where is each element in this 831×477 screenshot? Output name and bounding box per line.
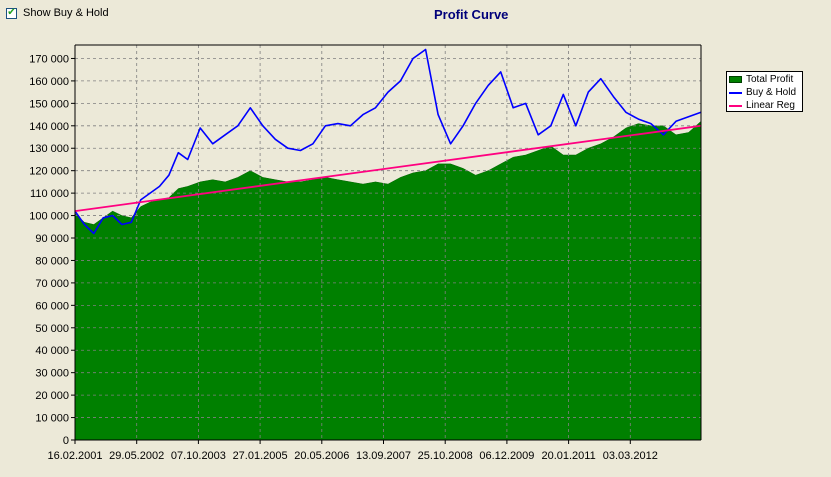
x-tick-label: 20.01.2011 xyxy=(541,450,595,462)
y-tick-label: 10 000 xyxy=(35,413,69,425)
y-tick-label: 80 000 xyxy=(35,255,69,267)
x-tick-label: 16.02.2001 xyxy=(47,450,102,462)
legend-swatch-buy-hold xyxy=(729,91,742,94)
x-tick-label: 20.05.2006 xyxy=(294,450,349,462)
y-tick-label: 160 000 xyxy=(29,76,69,88)
series-linear-reg-line xyxy=(74,124,702,212)
y-tick-label: 130 000 xyxy=(29,143,69,155)
x-tick-label: 07.10.2003 xyxy=(171,450,226,462)
x-tick-label: 03.03.2012 xyxy=(603,450,658,462)
y-tick-label: 30 000 xyxy=(35,368,69,380)
y-tick-label: 170 000 xyxy=(29,53,69,65)
chart-title: Profit Curve xyxy=(434,7,509,22)
y-tick-label: 150 000 xyxy=(29,98,69,110)
y-tick-label: 140 000 xyxy=(29,121,69,133)
show-buy-hold-checkbox[interactable]: ✔ xyxy=(6,7,17,19)
show-buy-hold-toggle[interactable]: ✔ Show Buy & Hold xyxy=(6,7,109,19)
legend-item-linear-reg: Linear Reg xyxy=(729,99,800,112)
x-tick-label: 13.09.2007 xyxy=(356,450,411,462)
x-tick-label: 27.01.2005 xyxy=(233,450,288,462)
x-tick-label: 29.05.2002 xyxy=(109,450,164,462)
y-tick-label: 0 xyxy=(63,435,69,447)
x-tick-label: 06.12.2009 xyxy=(479,450,534,462)
y-tick-label: 70 000 xyxy=(35,278,69,290)
x-tick-label: 25.10.2008 xyxy=(418,450,473,462)
legend-label-buy-hold: Buy & Hold xyxy=(746,87,797,98)
y-tick-label: 20 000 xyxy=(35,390,69,402)
legend-label-total-profit: Total Profit xyxy=(746,74,794,85)
series-buy-hold-line xyxy=(74,48,702,235)
show-buy-hold-label: Show Buy & Hold xyxy=(23,7,109,19)
series-total-profit-area xyxy=(74,120,702,441)
legend-item-buy-hold: Buy & Hold xyxy=(729,86,800,99)
legend-item-total-profit: Total Profit xyxy=(729,73,800,86)
chart-legend: Total Profit Buy & Hold Linear Reg xyxy=(726,71,803,112)
y-tick-label: 120 000 xyxy=(29,166,69,178)
legend-label-linear-reg: Linear Reg xyxy=(746,100,795,111)
legend-swatch-linear-reg xyxy=(729,104,742,107)
y-tick-label: 50 000 xyxy=(35,323,69,335)
y-tick-label: 100 000 xyxy=(29,211,69,223)
y-tick-label: 110 000 xyxy=(30,188,69,200)
y-tick-label: 60 000 xyxy=(35,300,69,312)
legend-swatch-total-profit xyxy=(729,76,742,83)
y-tick-label: 90 000 xyxy=(35,233,69,245)
y-tick-label: 40 000 xyxy=(35,345,69,357)
